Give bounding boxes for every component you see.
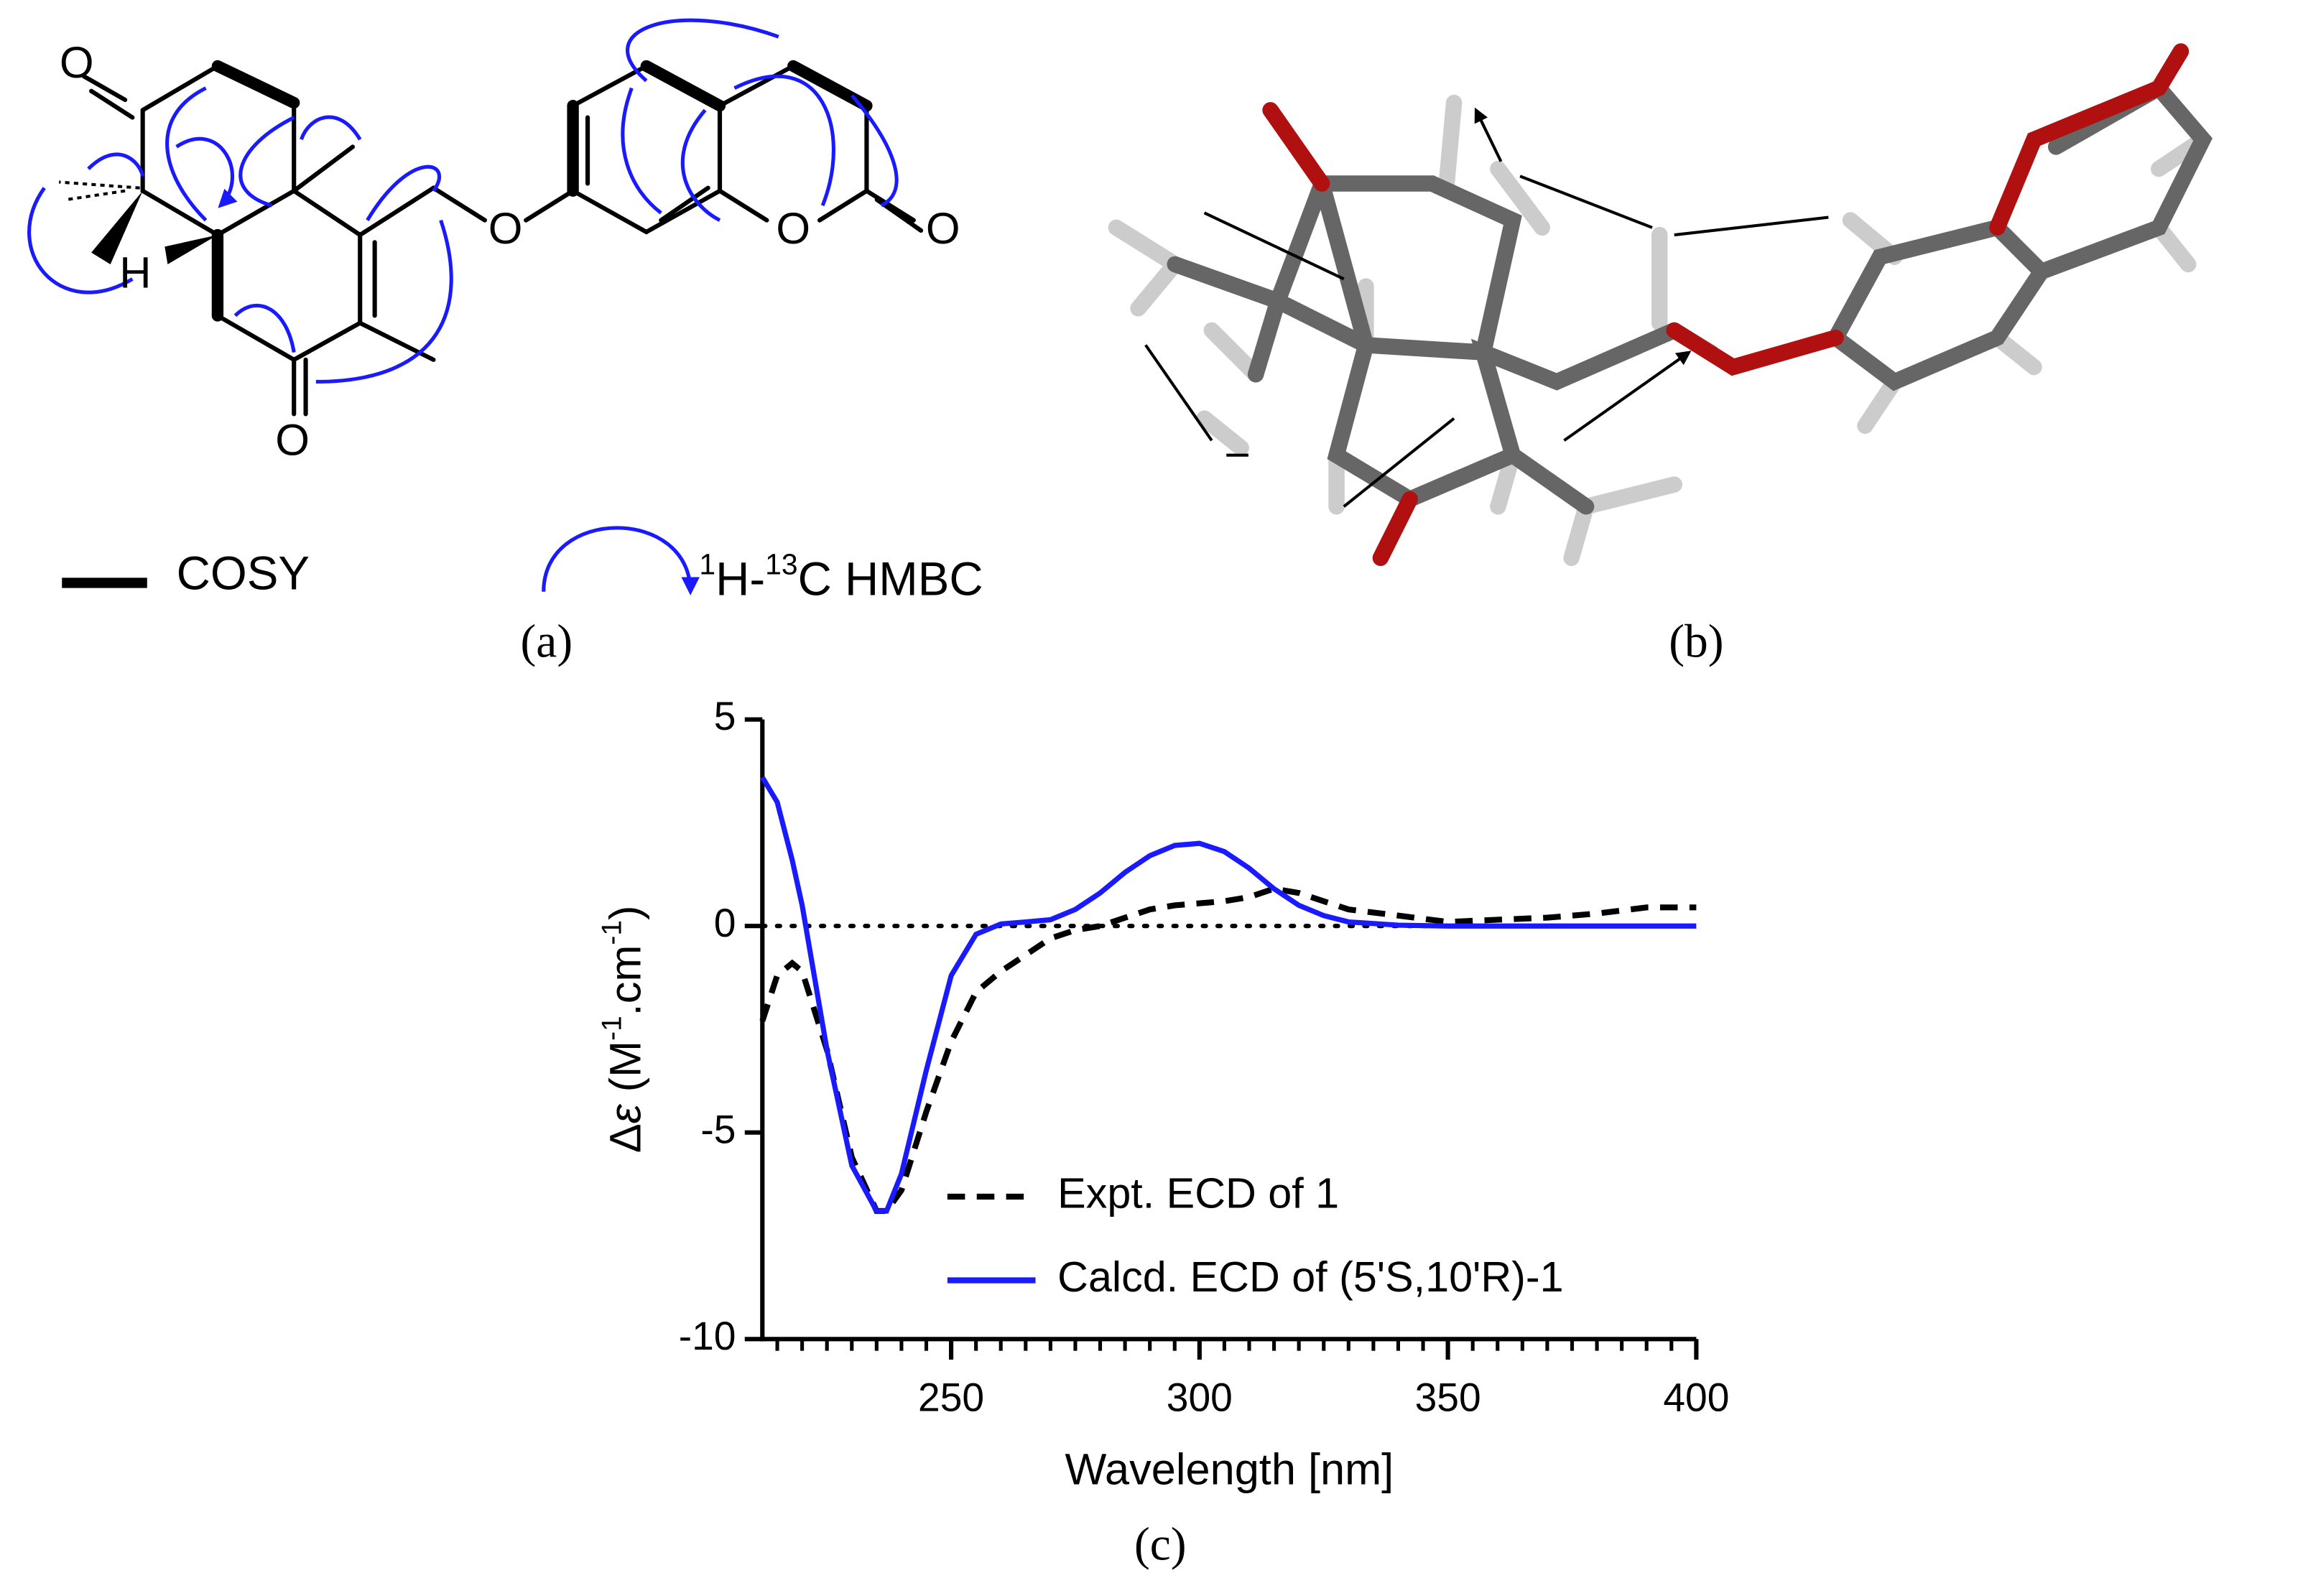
text: H- bbox=[715, 553, 765, 606]
atom-label: O bbox=[776, 203, 810, 253]
y-axis-label-part: ε bbox=[600, 1103, 649, 1123]
atom-label: H bbox=[119, 248, 151, 297]
legend-label: Expt. ECD of 1 bbox=[1057, 1169, 1339, 1217]
atom-label: O bbox=[926, 203, 960, 253]
y-axis-label-part: ) bbox=[600, 906, 649, 920]
panel-label: (b) bbox=[1669, 616, 1723, 667]
y-tick-label: 0 bbox=[714, 901, 736, 945]
y-axis-label-part: .cm bbox=[600, 945, 649, 1016]
model-3d bbox=[1108, 43, 2213, 567]
structure-a bbox=[27, 18, 924, 417]
sup: 1 bbox=[699, 547, 715, 580]
x-axis-label: Wavelength [nm] bbox=[1065, 1444, 1394, 1493]
y-axis-label-part: (M bbox=[600, 1041, 649, 1105]
legend-label: Calcd. ECD of (5'S,10'R)-1 bbox=[1057, 1253, 1563, 1301]
y-tick-label: -5 bbox=[700, 1107, 736, 1151]
y-tick-label: 5 bbox=[714, 694, 736, 738]
text: C HMBC bbox=[798, 553, 983, 606]
panel-label: (a) bbox=[521, 616, 573, 667]
legend-swatch bbox=[542, 526, 700, 595]
y-axis-label: Δε (M-1.cm-1) bbox=[596, 906, 649, 1154]
y-axis-label-part: -1 bbox=[596, 920, 627, 945]
legend-label: COSY bbox=[177, 547, 310, 600]
atom-label: O bbox=[60, 37, 94, 87]
y-axis-label-part: -1 bbox=[596, 1016, 627, 1041]
panel-label: (c) bbox=[1134, 1519, 1187, 1571]
x-tick-label: 300 bbox=[1167, 1375, 1233, 1420]
x-tick-label: 350 bbox=[1415, 1375, 1481, 1420]
series-line bbox=[760, 776, 1697, 1214]
x-tick-label: 400 bbox=[1663, 1375, 1729, 1420]
y-axis-label-part: Δ bbox=[600, 1123, 649, 1153]
sup: 13 bbox=[765, 547, 797, 580]
x-tick-label: 250 bbox=[918, 1375, 984, 1420]
atom-label: O bbox=[488, 203, 523, 253]
atom-label: O bbox=[275, 415, 310, 465]
y-tick-label: -10 bbox=[679, 1314, 736, 1358]
legend-label: 1H-13C HMBC bbox=[699, 547, 983, 605]
